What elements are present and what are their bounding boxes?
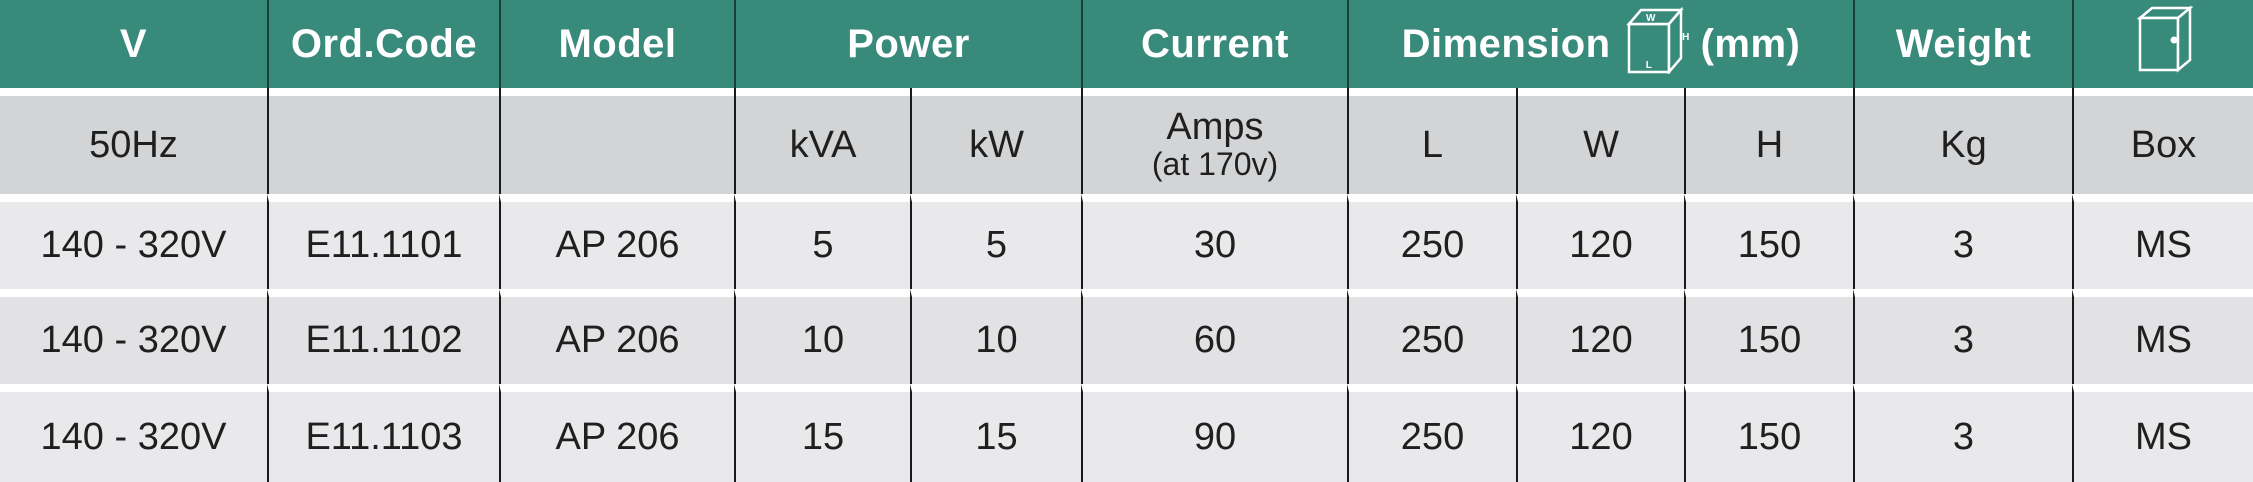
subheader-model [499, 96, 734, 194]
subheader-h: H [1684, 96, 1853, 194]
subheader-frequency: 50Hz [0, 96, 267, 194]
row-3-h: 150 [1684, 384, 1853, 482]
row-2-model: AP 206 [499, 289, 734, 384]
row-3-l: 250 [1347, 384, 1516, 482]
row-2-voltage: 140 - 320V [0, 289, 267, 384]
row-2-ord-code: E11.1102 [267, 289, 499, 384]
header-v: V [0, 0, 267, 88]
row-1-ord-code: E11.1101 [267, 194, 499, 289]
subheader-kva: kVA [734, 96, 910, 194]
subheader-l: L [1347, 96, 1516, 194]
header-ord-code: Ord.Code [267, 0, 499, 88]
row-2-w: 120 [1516, 289, 1684, 384]
row-3-kva: 15 [734, 384, 910, 482]
row-2-l: 250 [1347, 289, 1516, 384]
row-2-h: 150 [1684, 289, 1853, 384]
box-cabinet-icon [2134, 4, 2194, 84]
row-1-kg: 3 [1853, 194, 2072, 289]
subheader-amps-note: (at 170v) [1151, 146, 1279, 183]
svg-text:L: L [1645, 60, 1652, 71]
row-2-box: MS [2072, 289, 2253, 384]
svg-text:H: H [1682, 32, 1689, 43]
row-2-kg: 3 [1853, 289, 2072, 384]
header-weight: Weight [1853, 0, 2072, 88]
header-dimension: Dimension W H L (mm) [1347, 0, 1853, 88]
subheader-kg: Kg [1853, 96, 2072, 194]
row-3-kw: 15 [910, 384, 1081, 482]
row-2-kw: 10 [910, 289, 1081, 384]
row-1-h: 150 [1684, 194, 1853, 289]
row-2-amps: 60 [1081, 289, 1347, 384]
subheader-amps-label: Amps [1166, 106, 1264, 149]
row-3-kg: 3 [1853, 384, 2072, 482]
subheader-w: W [1516, 96, 1684, 194]
row-1-amps: 30 [1081, 194, 1347, 289]
row-3-amps: 90 [1081, 384, 1347, 482]
subheader-box: Box [2072, 96, 2253, 194]
subheader-ord-code [267, 96, 499, 194]
row-1-w: 120 [1516, 194, 1684, 289]
dimension-cube-icon: W H L [1623, 4, 1689, 84]
header-dimension-label: Dimension [1401, 21, 1611, 66]
row-3-box: MS [2072, 384, 2253, 482]
subheader-amps: Amps (at 170v) [1081, 96, 1347, 194]
row-1-model: AP 206 [499, 194, 734, 289]
header-box [2072, 0, 2253, 88]
row-1-voltage: 140 - 320V [0, 194, 267, 289]
row-1-box: MS [2072, 194, 2253, 289]
header-current: Current [1081, 0, 1347, 88]
row-3-voltage: 140 - 320V [0, 384, 267, 482]
row-3-ord-code: E11.1103 [267, 384, 499, 482]
row-3-w: 120 [1516, 384, 1684, 482]
header-power: Power [734, 0, 1081, 88]
subheader-kw: kW [910, 96, 1081, 194]
row-1-l: 250 [1347, 194, 1516, 289]
header-dimension-unit: (mm) [1700, 21, 1801, 66]
row-2-kva: 10 [734, 289, 910, 384]
header-model: Model [499, 0, 734, 88]
row-3-model: AP 206 [499, 384, 734, 482]
svg-text:W: W [1646, 13, 1656, 24]
row-1-kva: 5 [734, 194, 910, 289]
row-1-kw: 5 [910, 194, 1081, 289]
